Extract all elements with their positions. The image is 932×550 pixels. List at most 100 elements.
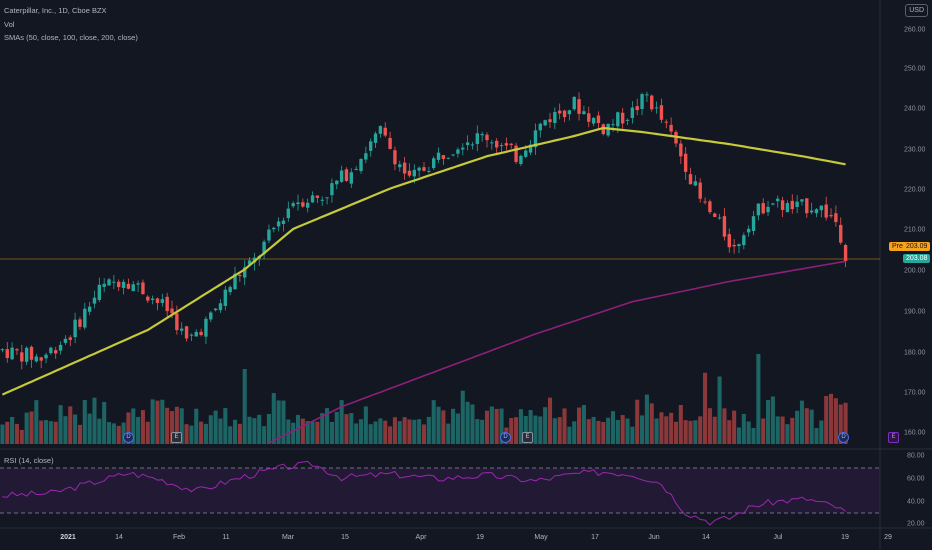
volume-bar [441,410,446,444]
volume-bar [489,406,494,444]
volume-bar [48,421,53,444]
earnings-badge-1[interactable]: E [171,432,182,443]
candle-body [717,217,722,219]
volume-bar [833,398,838,444]
candle-body [480,134,484,136]
dividend-badge-1[interactable]: D [123,432,134,443]
volume-bar [766,400,771,444]
candle-body [373,133,378,143]
volume-bar [673,421,679,444]
candle-body [15,349,19,351]
earnings-badge-2[interactable]: E [522,432,533,443]
volume-bar [349,413,354,444]
candle-body [805,198,809,214]
candle-body [587,113,591,122]
volume-bar [465,401,470,444]
volume-bar [838,404,843,444]
volume-bar [470,404,475,444]
volume-bar [552,418,557,444]
volume-bar [247,416,252,444]
candle-body [475,133,479,144]
volume-bar [644,394,649,444]
sma-legend[interactable]: SMAs (50, close, 100, close, 200, close) [4,33,138,42]
y-label-210: 210.00 [904,226,926,234]
candle-body [843,245,848,261]
volume-bar [252,418,257,444]
candle-body [393,150,397,165]
volume-bar [58,405,63,444]
volume-legend[interactable]: Vol [4,20,15,29]
candle-body [296,202,300,205]
rsi-legend[interactable]: RSI (14, close) [4,456,54,465]
volume-bar [43,420,49,444]
candle-body [834,213,838,223]
candle-body [679,143,683,157]
volume-bar [325,408,330,444]
x-label-jun: Jun [648,534,660,541]
x-label-mar: Mar [281,534,295,541]
candle-body [708,201,712,213]
candle-body [117,281,121,288]
candle-body [39,357,43,361]
y-label-170: 170.00 [904,389,926,397]
x-label-29: 29 [884,534,892,541]
volume-bar [698,416,703,444]
candle-body [0,349,5,351]
volume-bar [373,421,378,444]
volume-bar [29,411,34,444]
earnings-badge-future[interactable]: E [888,432,899,443]
candle-body [504,143,509,146]
candle-body [654,107,659,109]
volume-bar [610,411,616,444]
candle-body [509,143,513,145]
dividend-badge-3[interactable]: D [838,432,849,443]
symbol-title[interactable]: Caterpillar, Inc., 1D, Cboe BZX [4,6,107,15]
volume-bar [140,410,145,444]
volume-bar [417,419,422,444]
volume-bar [601,421,606,444]
volume-bar [102,401,107,444]
candle-body [315,195,320,198]
volume-bar [344,414,349,444]
candle-body [10,347,14,360]
pre-market-price: 203.09 [903,242,931,251]
volume-bar [446,423,451,444]
rsi-label-40: 40.00 [907,498,925,506]
candle-body [83,308,87,328]
candle-body [150,298,155,300]
dividend-badge-2[interactable]: D [500,432,511,443]
x-label-14: 14 [115,534,123,541]
volume-bar [625,418,630,444]
candle-body [625,119,630,121]
candle-body [398,164,402,168]
volume-bar [829,393,834,444]
candle-body [92,297,97,304]
volume-bar [19,429,24,444]
candle-body [557,110,562,114]
x-label-14-jun: 14 [702,534,710,541]
y-label-250: 250.00 [904,65,926,73]
volume-bar [334,411,339,444]
candle-body [310,195,315,203]
volume-bar [53,421,58,444]
currency-button[interactable]: USD [905,4,928,17]
x-label-2021: 2021 [60,534,76,541]
sma-50-line [1,126,846,396]
candle-body [553,111,557,124]
volume-bar [518,409,523,444]
candle-body [54,350,58,354]
rsi-line [2,460,846,526]
candle-body [107,279,111,286]
candle-body [543,120,547,126]
volume-bar [213,410,218,444]
candle-body [737,244,741,247]
x-label-15: 15 [341,534,349,541]
candle-body [461,147,465,150]
volume-bar [184,424,189,444]
y-label-220: 220.00 [904,186,926,194]
candle-body [223,289,228,306]
volume-bar [363,406,368,444]
candle-body [567,110,572,115]
volume-bar [383,420,388,444]
